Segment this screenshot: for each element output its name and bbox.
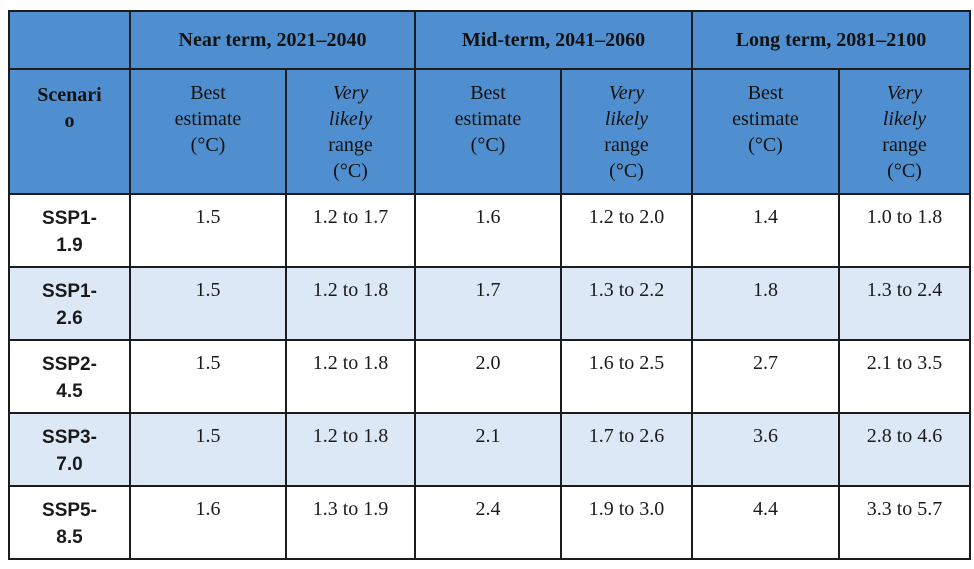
table-row-ssp3-7.0: SSP3- 7.0 1.5 1.2 to 1.8 2.1 1.7 to 2.6 3… [8,412,971,487]
near-range-cell: 1.2 to 1.7 [285,193,416,268]
long-range-cell: 2.8 to 4.6 [838,412,971,487]
mid-range-cell: 1.3 to 2.2 [560,266,693,341]
scenario-cell: SSP1- 1.9 [8,193,131,268]
near-best-cell: 1.6 [129,485,287,560]
long-best-cell: 2.7 [691,339,840,414]
mid-range-cell: 1.9 to 3.0 [560,485,693,560]
mid-best-cell: 1.6 [414,193,562,268]
table-row-ssp1-2.6: SSP1- 2.6 1.5 1.2 to 1.8 1.7 1.3 to 2.2 1… [8,266,971,341]
long-range-cell: 3.3 to 5.7 [838,485,971,560]
table-row-ssp1-1.9: SSP1- 1.9 1.5 1.2 to 1.7 1.6 1.2 to 2.0 1… [8,193,971,268]
mid-best-cell: 2.4 [414,485,562,560]
mid-range-cell: 1.2 to 2.0 [560,193,693,268]
table-row-ssp2-4.5: SSP2- 4.5 1.5 1.2 to 1.8 2.0 1.6 to 2.5 2… [8,339,971,414]
long-range-cell: 1.0 to 1.8 [838,193,971,268]
scenario-column-header: Scenari o [8,68,131,195]
near-range-cell: 1.2 to 1.8 [285,412,416,487]
likely-range-header-long: Very likely range (°C) [838,68,971,195]
corner-cell [8,10,131,70]
period-header-mid: Mid-term, 2041–2060 [414,10,693,70]
period-header-row: Near term, 2021–2040 Mid-term, 2041–2060… [8,10,971,70]
table-row-ssp5-8.5: SSP5- 8.5 1.6 1.3 to 1.9 2.4 1.9 to 3.0 4… [8,485,971,560]
long-range-cell: 2.1 to 3.5 [838,339,971,414]
best-estimate-header-near: Best estimate (°C) [129,68,287,195]
near-best-cell: 1.5 [129,412,287,487]
long-best-cell: 3.6 [691,412,840,487]
long-range-cell: 1.3 to 2.4 [838,266,971,341]
scenario-cell: SSP5- 8.5 [8,485,131,560]
long-best-cell: 1.4 [691,193,840,268]
period-header-long: Long term, 2081–2100 [691,10,971,70]
period-header-near: Near term, 2021–2040 [129,10,416,70]
long-best-cell: 4.4 [691,485,840,560]
scenario-cell: SSP3- 7.0 [8,412,131,487]
column-header-row: Scenari o Best estimate (°C) Very likely rang… [8,68,971,195]
mid-range-cell: 1.6 to 2.5 [560,339,693,414]
mid-best-cell: 1.7 [414,266,562,341]
near-best-cell: 1.5 [129,339,287,414]
best-estimate-header-long: Best estimate (°C) [691,68,840,195]
mid-best-cell: 2.0 [414,339,562,414]
warming-projections-table: Near term, 2021–2040 Mid-term, 2041–2060… [8,10,971,560]
long-best-cell: 1.8 [691,266,840,341]
near-best-cell: 1.5 [129,266,287,341]
near-range-cell: 1.3 to 1.9 [285,485,416,560]
near-range-cell: 1.2 to 1.8 [285,339,416,414]
near-best-cell: 1.5 [129,193,287,268]
scenario-cell: SSP1- 2.6 [8,266,131,341]
near-range-cell: 1.2 to 1.8 [285,266,416,341]
best-estimate-header-mid: Best estimate (°C) [414,68,562,195]
mid-best-cell: 2.1 [414,412,562,487]
mid-range-cell: 1.7 to 2.6 [560,412,693,487]
scenario-cell: SSP2- 4.5 [8,339,131,414]
likely-range-header-mid: Very likely range (°C) [560,68,693,195]
likely-range-header-near: Very likely range (°C) [285,68,416,195]
